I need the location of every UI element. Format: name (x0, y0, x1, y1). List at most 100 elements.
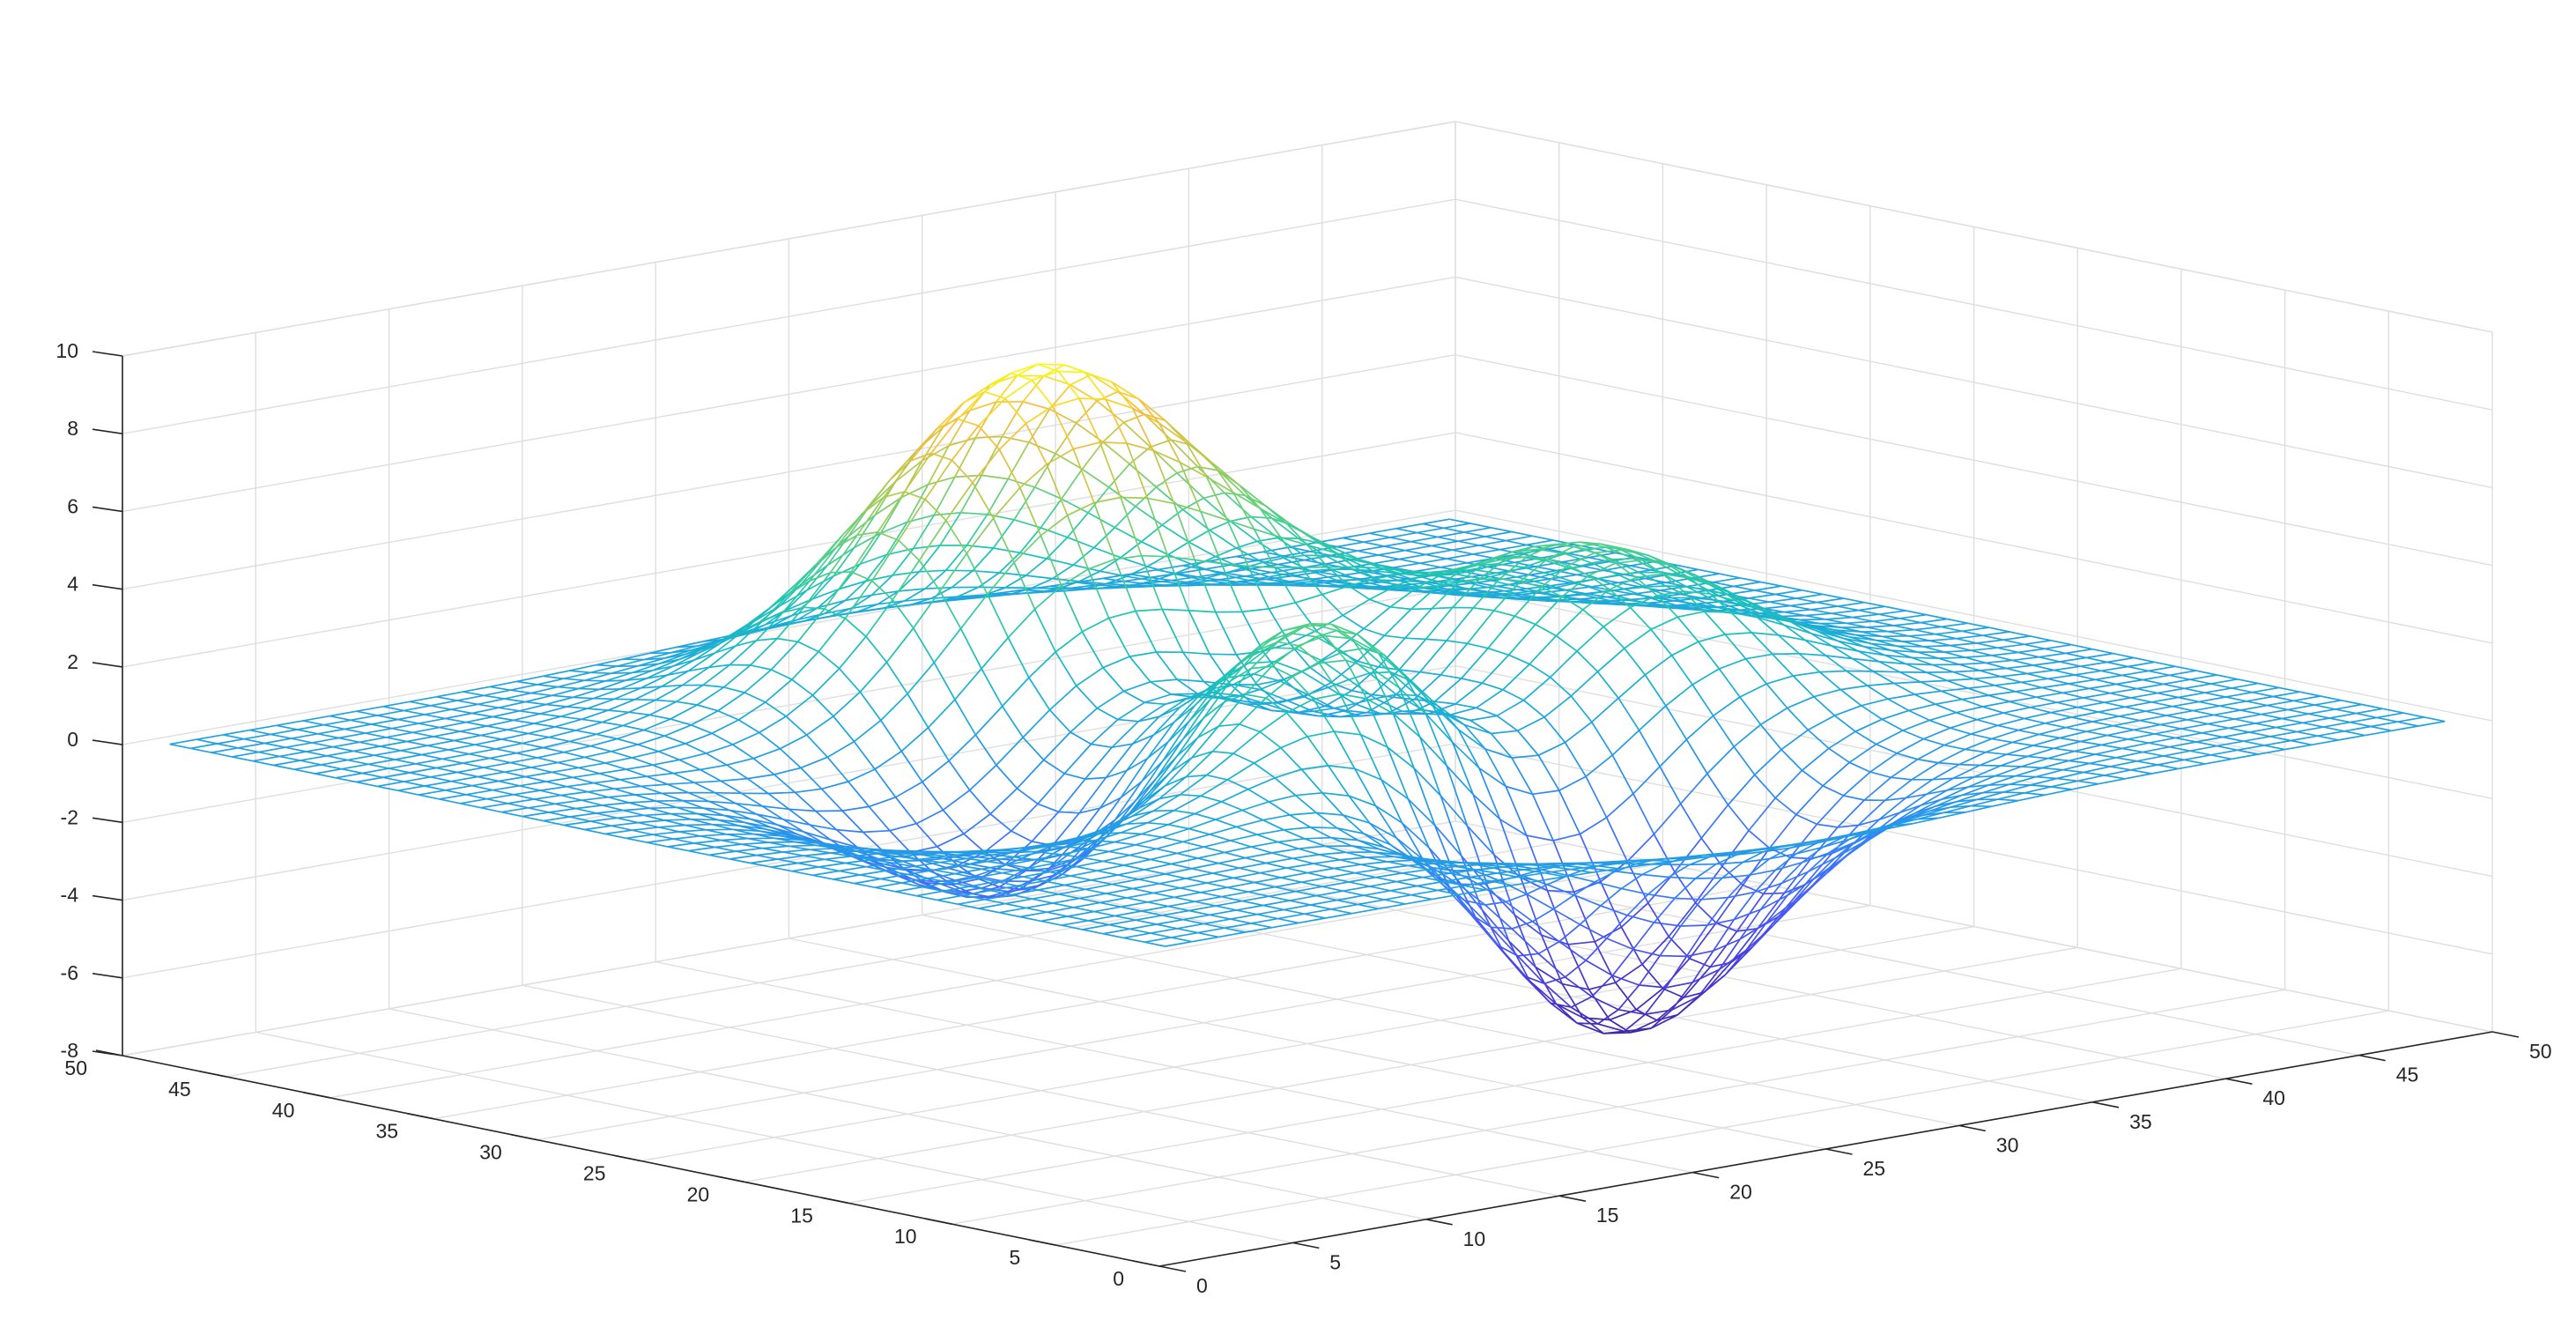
mesh-line (1076, 582, 1098, 586)
mesh-line (1669, 876, 1696, 879)
mesh-line (1010, 363, 1039, 374)
mesh-line (1195, 901, 1217, 907)
mesh-line (1007, 441, 1030, 479)
mesh-line (1073, 906, 1095, 913)
mesh-line (1768, 813, 1797, 849)
mesh-line (958, 903, 980, 909)
mesh-line (2021, 766, 2042, 769)
mesh-line (1218, 693, 1247, 727)
mesh-line (2121, 747, 2143, 753)
mesh-line (578, 680, 606, 690)
mesh-line (1067, 916, 1089, 922)
y-tick (614, 1154, 641, 1162)
mesh-line (885, 627, 914, 664)
mesh-line (1247, 575, 1269, 582)
mesh-line (1624, 1013, 1646, 1033)
mesh-line (1967, 684, 1995, 689)
mesh-line (613, 788, 635, 796)
mesh-line (1499, 556, 1528, 580)
z-tick (92, 583, 123, 590)
mesh-line (1765, 675, 1794, 685)
mesh-line (892, 547, 914, 576)
mesh-line (489, 757, 511, 764)
mesh-line (1239, 862, 1267, 870)
mesh-line (1671, 996, 1699, 1011)
mesh-line (1997, 798, 2019, 802)
mesh-line (1843, 795, 1865, 801)
mesh-line (1854, 730, 1877, 745)
mesh-line (1478, 577, 1500, 581)
mesh-line (1659, 766, 1682, 804)
mesh-line (796, 608, 825, 642)
mesh-line (1158, 706, 1181, 717)
mesh-line (1698, 568, 1720, 575)
mesh-line (1245, 852, 1272, 859)
mesh-line (1277, 917, 1299, 924)
mesh-line (913, 545, 941, 550)
mesh-line (522, 812, 550, 818)
mesh-line (1449, 518, 1470, 524)
mesh-line (1698, 634, 1726, 643)
mesh-line (1828, 838, 1850, 854)
mesh-line (856, 496, 885, 536)
mesh-line (1982, 701, 2010, 708)
mesh-line (945, 545, 967, 571)
mesh-line (575, 721, 603, 731)
mesh-line (1078, 776, 1107, 814)
mesh-line (788, 844, 816, 848)
mesh-line (895, 891, 917, 897)
mesh-line (484, 761, 511, 768)
z-tick-label: -8 (61, 1039, 78, 1062)
mesh-line (1284, 908, 1305, 916)
mesh-line (1792, 675, 1815, 698)
mesh-line (1876, 743, 1898, 754)
mesh-line (1674, 878, 1697, 900)
mesh-line (1617, 1008, 1646, 1016)
mesh-line (1061, 924, 1083, 930)
mesh-line (1389, 671, 1418, 696)
mesh-line (1780, 585, 1802, 591)
mesh-line (1694, 865, 1723, 904)
mesh-line (581, 709, 609, 721)
mesh-line (706, 828, 728, 835)
mesh-line (1037, 884, 1065, 891)
x-tick-label: 30 (1996, 1133, 2019, 1156)
mesh-line (1111, 721, 1139, 748)
mesh-line (1662, 573, 1684, 592)
mesh-line (1022, 400, 1050, 411)
mesh-line (593, 688, 621, 700)
mesh-line (1579, 817, 1608, 835)
mesh-line (797, 862, 819, 868)
mesh-line (1164, 757, 1193, 787)
x-tick-label: 5 (1329, 1250, 1341, 1273)
mesh-line (1906, 793, 1927, 799)
mesh-line (2071, 716, 2093, 723)
mesh-line (901, 877, 929, 884)
mesh-line (1899, 671, 1921, 683)
mesh-line (1985, 741, 2013, 753)
mesh-line (820, 788, 843, 812)
mesh-line (2237, 745, 2265, 752)
mesh-line (2024, 643, 2046, 650)
mesh-line (1254, 661, 1276, 675)
mesh-line (782, 818, 811, 826)
mesh-line (1280, 747, 1302, 770)
mesh-line (2124, 701, 2152, 708)
mesh-line (602, 711, 630, 723)
mesh-line (1985, 659, 2013, 664)
mesh-line (1952, 776, 1974, 780)
mesh-line (771, 866, 793, 872)
mesh-line (1561, 596, 1584, 611)
mesh-line (1173, 503, 1195, 560)
mesh-line (960, 860, 988, 867)
mesh-line (951, 459, 973, 484)
mesh-line (2009, 631, 2031, 637)
mesh-line (2098, 706, 2126, 713)
mesh-line (397, 718, 419, 724)
mesh-line (936, 833, 965, 848)
mesh-line (2273, 695, 2294, 702)
mesh-line (1087, 558, 1115, 570)
mesh-line (510, 761, 532, 768)
mesh-line (1547, 558, 1569, 567)
mesh-line (1638, 955, 1661, 986)
